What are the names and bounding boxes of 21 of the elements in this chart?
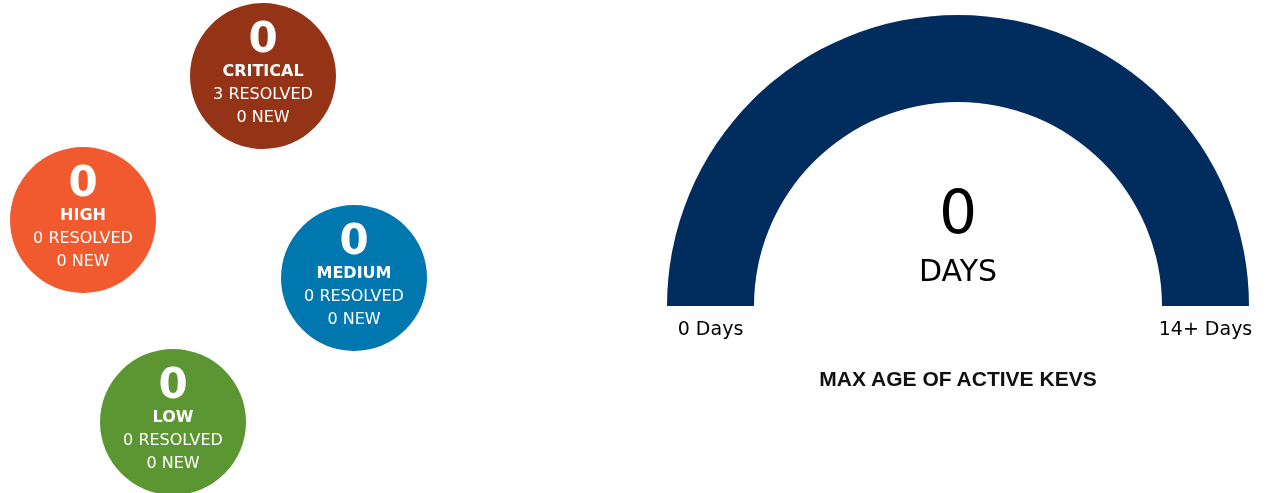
text: 14+ Days xyxy=(1158,317,1253,339)
text: 0 RESOLVED xyxy=(33,228,133,247)
text: 0 RESOLVED xyxy=(123,430,223,449)
text: 0 NEW xyxy=(56,251,110,270)
category-label: MEDIUM xyxy=(316,263,392,282)
text: 0 NEW xyxy=(327,309,381,328)
text: 0 NEW xyxy=(146,453,200,472)
category-label: HIGH xyxy=(60,205,106,224)
text: MAX AGE OF ACTIVE KEVS xyxy=(819,367,1097,390)
text: DAYS xyxy=(918,253,998,288)
data-label: 0 xyxy=(158,359,188,408)
text: 3 RESOLVED xyxy=(213,84,313,103)
data-label: 0 xyxy=(248,13,278,62)
category-label: LOW xyxy=(152,407,194,426)
text: 0 RESOLVED xyxy=(304,286,404,305)
data-label: 0 xyxy=(339,215,369,264)
text: 0 NEW xyxy=(236,107,290,126)
text: 0 Days xyxy=(677,317,744,339)
category-label: CRITICAL xyxy=(222,61,304,80)
data-label: 0 xyxy=(68,157,98,206)
data-label: 0 xyxy=(938,177,978,247)
